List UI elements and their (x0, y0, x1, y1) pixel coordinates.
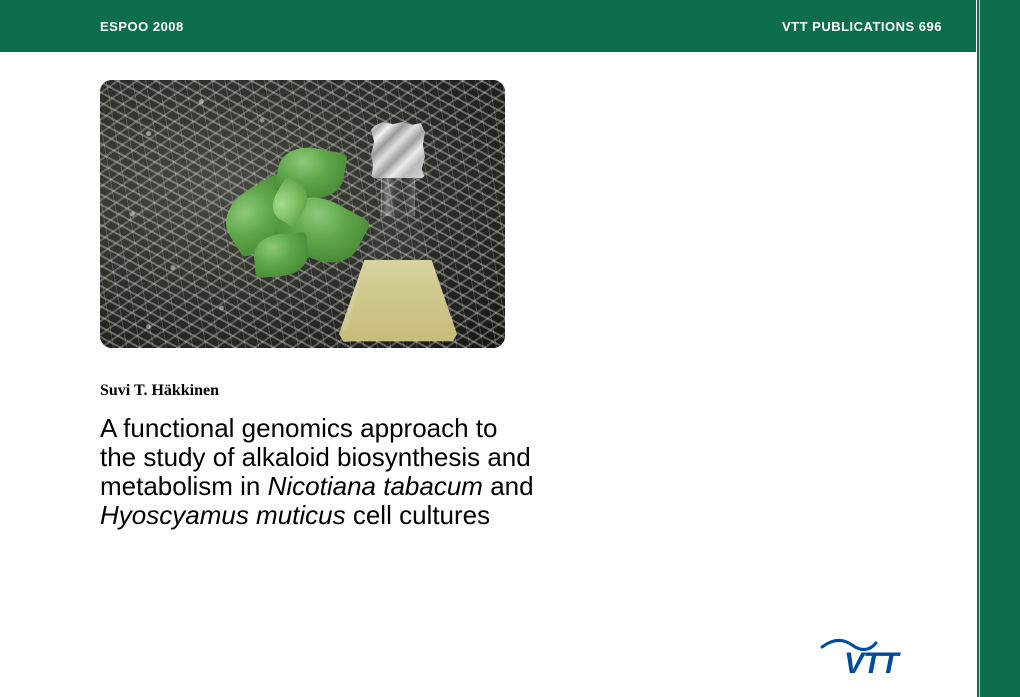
author-name: Suvi T. Häkkinen (100, 382, 876, 400)
header-right: VTT PUBLICATIONS 696 (782, 19, 942, 34)
cover-photo (100, 80, 505, 348)
vtt-logo: VTT (820, 633, 940, 677)
content-area: Suvi T. Häkkinen A functional genomics a… (0, 52, 976, 697)
title-line: metabolism in (100, 471, 268, 501)
title-line: cell cultures (346, 500, 491, 530)
title-line: the study of alkaloid biosynthesis and (100, 442, 531, 472)
title-italic: Hyoscyamus muticus (100, 500, 346, 530)
title-italic: Nicotiana tabacum (268, 471, 483, 501)
header-left: ESPOO 2008 (100, 19, 184, 34)
flask-body (339, 210, 457, 342)
logo-text: VTT (844, 647, 901, 677)
erlenmeyer-flask (339, 122, 457, 342)
flask-neck (381, 172, 415, 216)
title-line: and (483, 471, 534, 501)
publication-title: A functional genomics approach to the st… (100, 414, 780, 530)
foil-cap (371, 122, 425, 178)
header-bar: ESPOO 2008 VTT PUBLICATIONS 696 (0, 0, 976, 52)
spine-strip (976, 0, 1020, 697)
cover-page: ESPOO 2008 VTT PUBLICATIONS 696 Suvi T. … (0, 0, 976, 697)
title-line: A functional genomics approach to (100, 413, 497, 443)
